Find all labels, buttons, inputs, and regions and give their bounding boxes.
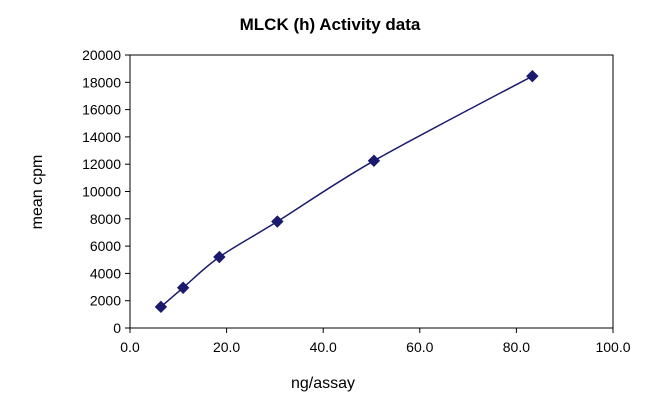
data-markers — [154, 69, 539, 314]
x-tick-label: 60.0 — [406, 339, 433, 355]
y-tick-label: 14000 — [82, 129, 121, 145]
x-axis-title: ng/assay — [291, 375, 355, 392]
y-tick-label: 4000 — [90, 265, 121, 281]
x-tick-label: 100.0 — [595, 339, 630, 355]
x-axis: 0.0 20.0 40.0 60.0 80.0 100.0 — [120, 328, 631, 355]
y-tick-label: 6000 — [90, 238, 121, 254]
data-point-marker — [213, 250, 226, 264]
y-tick-label: 18000 — [82, 74, 121, 90]
plot-area — [129, 54, 614, 329]
data-point-marker — [367, 154, 381, 167]
x-tick-label: 40.0 — [310, 339, 337, 355]
y-axis-title: mean cpm — [29, 155, 46, 230]
data-point-marker — [271, 215, 284, 228]
data-point-marker — [526, 69, 539, 83]
y-tick-label: 8000 — [90, 211, 121, 227]
y-tick-label: 16000 — [82, 102, 121, 118]
x-tick-label: 80.0 — [503, 339, 530, 355]
y-axis: 0 2000 4000 6000 8000 10000 12000 14000 16000 180… — [82, 47, 130, 336]
x-tick-label: 20.0 — [213, 339, 240, 355]
y-tick-label: 10000 — [82, 184, 121, 200]
y-tick-label: 2000 — [90, 293, 121, 309]
chart-title: MLCK (h) Activity data — [240, 15, 421, 34]
data-point-marker — [176, 281, 190, 294]
y-tick-label: 12000 — [82, 156, 121, 172]
data-point-marker — [154, 300, 168, 314]
y-tick-label: 20000 — [82, 47, 121, 63]
x-tick-label: 0.0 — [120, 339, 140, 355]
y-tick-label: 0 — [113, 320, 121, 336]
